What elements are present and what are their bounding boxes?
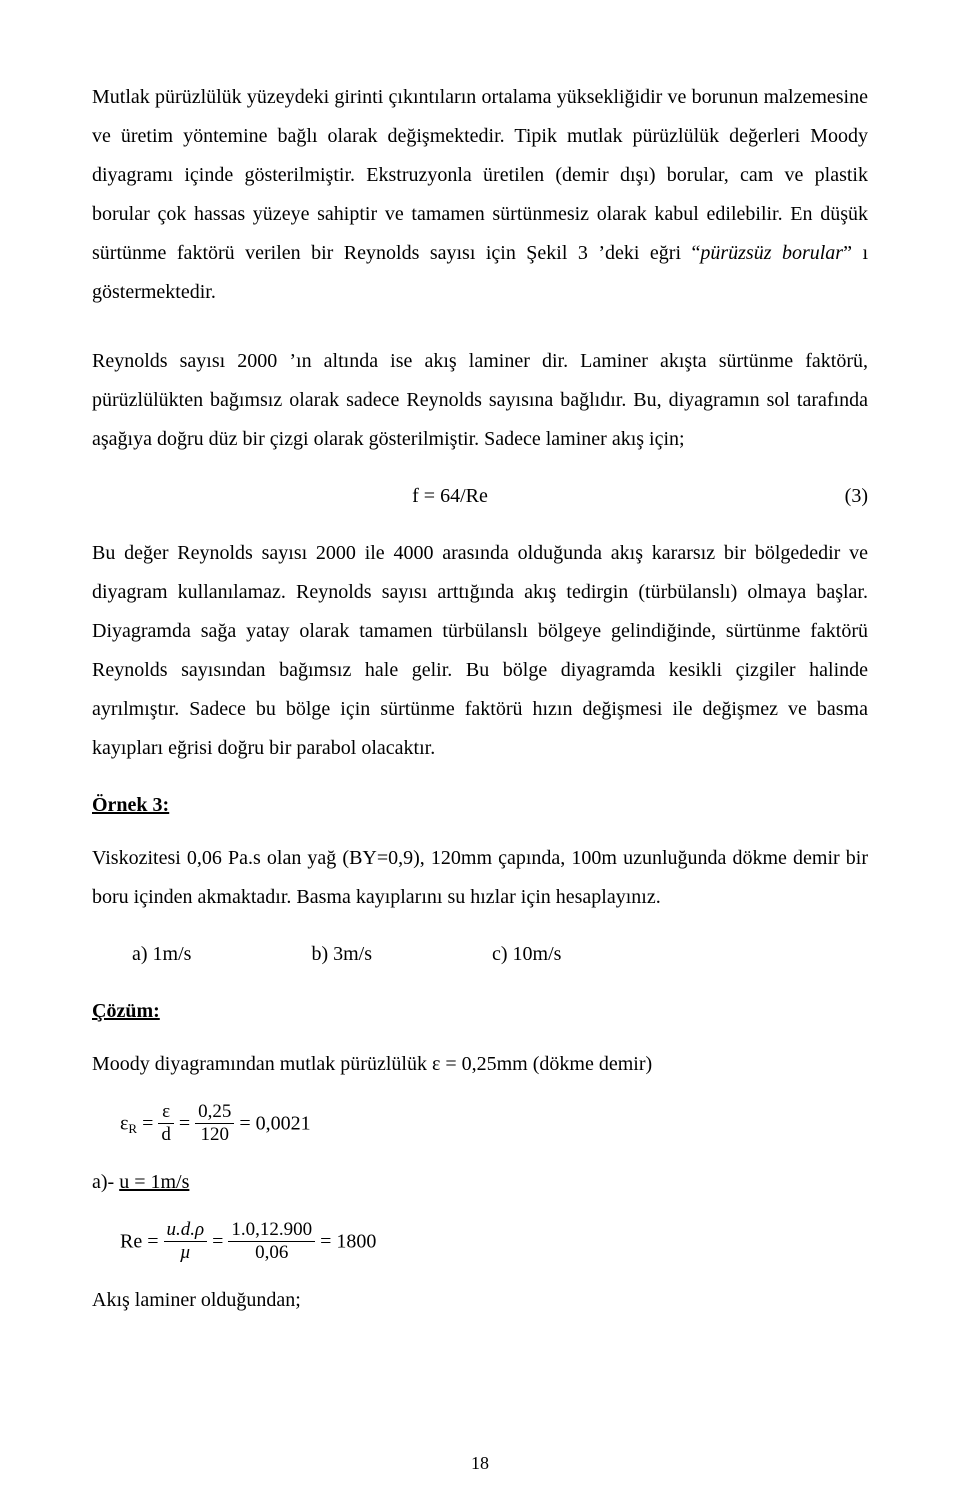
re-frac-1: u.d.ρµ	[164, 1220, 208, 1263]
paragraph-1-italic: pürüzsüz borular	[700, 242, 843, 264]
eps-frac-2: 0,25120	[195, 1102, 234, 1145]
eps-f1-den: d	[158, 1124, 174, 1145]
eps-eq1: =	[137, 1112, 158, 1134]
paragraph-2: Reynolds sayısı 2000 ’ın altında ise akı…	[92, 342, 868, 459]
eps-sub: R	[128, 1121, 137, 1136]
case-a-line: a)- u = 1m/s	[92, 1163, 868, 1202]
heading-solution: Çözüm:	[92, 992, 868, 1031]
page-number: 18	[0, 1446, 960, 1481]
case-a-text: u = 1m/s	[119, 1171, 189, 1193]
paragraph-3: Bu değer Reynolds sayısı 2000 ile 4000 a…	[92, 534, 868, 768]
paragraph-6: Akış laminer olduğundan;	[92, 1281, 868, 1320]
paragraph-1: Mutlak pürüzlülük yüzeydeki girinti çıkı…	[92, 78, 868, 312]
eps-f1-num: ε	[158, 1102, 174, 1124]
case-a-option: a) 1m/s	[132, 935, 191, 974]
re-f1-num: u.d.ρ	[164, 1220, 208, 1242]
re-eq1: =	[207, 1230, 228, 1252]
case-b-option: b) 3m/s	[311, 935, 372, 974]
case-c-option: c) 10m/s	[492, 935, 561, 974]
heading-example-3: Örnek 3:	[92, 786, 868, 825]
re-f1-den: µ	[164, 1242, 208, 1263]
re-lhs: Re =	[120, 1230, 164, 1252]
eps-f2-den: 120	[195, 1124, 234, 1145]
re-rhs: = 1800	[315, 1230, 376, 1252]
eps-f2-num: 0,25	[195, 1102, 234, 1124]
equation-3-number: (3)	[808, 477, 868, 516]
page: Mutlak pürüzlülük yüzeydeki girinti çıkı…	[0, 0, 960, 1509]
paragraph-1-main: Mutlak pürüzlülük yüzeydeki girinti çıkı…	[92, 86, 868, 264]
paragraph-4: Viskozitesi 0,06 Pa.s olan yağ (BY=0,9),…	[92, 839, 868, 917]
re-f2-num: 1.0,12.900	[228, 1220, 315, 1242]
re-frac-2: 1.0,12.9000,06	[228, 1220, 315, 1263]
equation-3: f = 64/Re	[92, 477, 808, 516]
equation-3-row: f = 64/Re (3)	[92, 477, 868, 516]
re-f2-den: 0,06	[228, 1242, 315, 1263]
reynolds-equation: Re = u.d.ρµ = 1.0,12.9000,06 = 1800	[92, 1220, 868, 1263]
eps-frac-1: εd	[158, 1102, 174, 1145]
paragraph-5: Moody diyagramından mutlak pürüzlülük ε …	[92, 1045, 868, 1084]
epsilon-r-equation: ε R = εd = 0,25120 = 0,0021	[92, 1102, 868, 1145]
eps-rhs: = 0,0021	[234, 1112, 310, 1134]
cases-row: a) 1m/s b) 3m/s c) 10m/s	[92, 935, 868, 974]
eps-eq2: =	[174, 1112, 195, 1134]
case-a-label: a)-	[92, 1171, 119, 1193]
